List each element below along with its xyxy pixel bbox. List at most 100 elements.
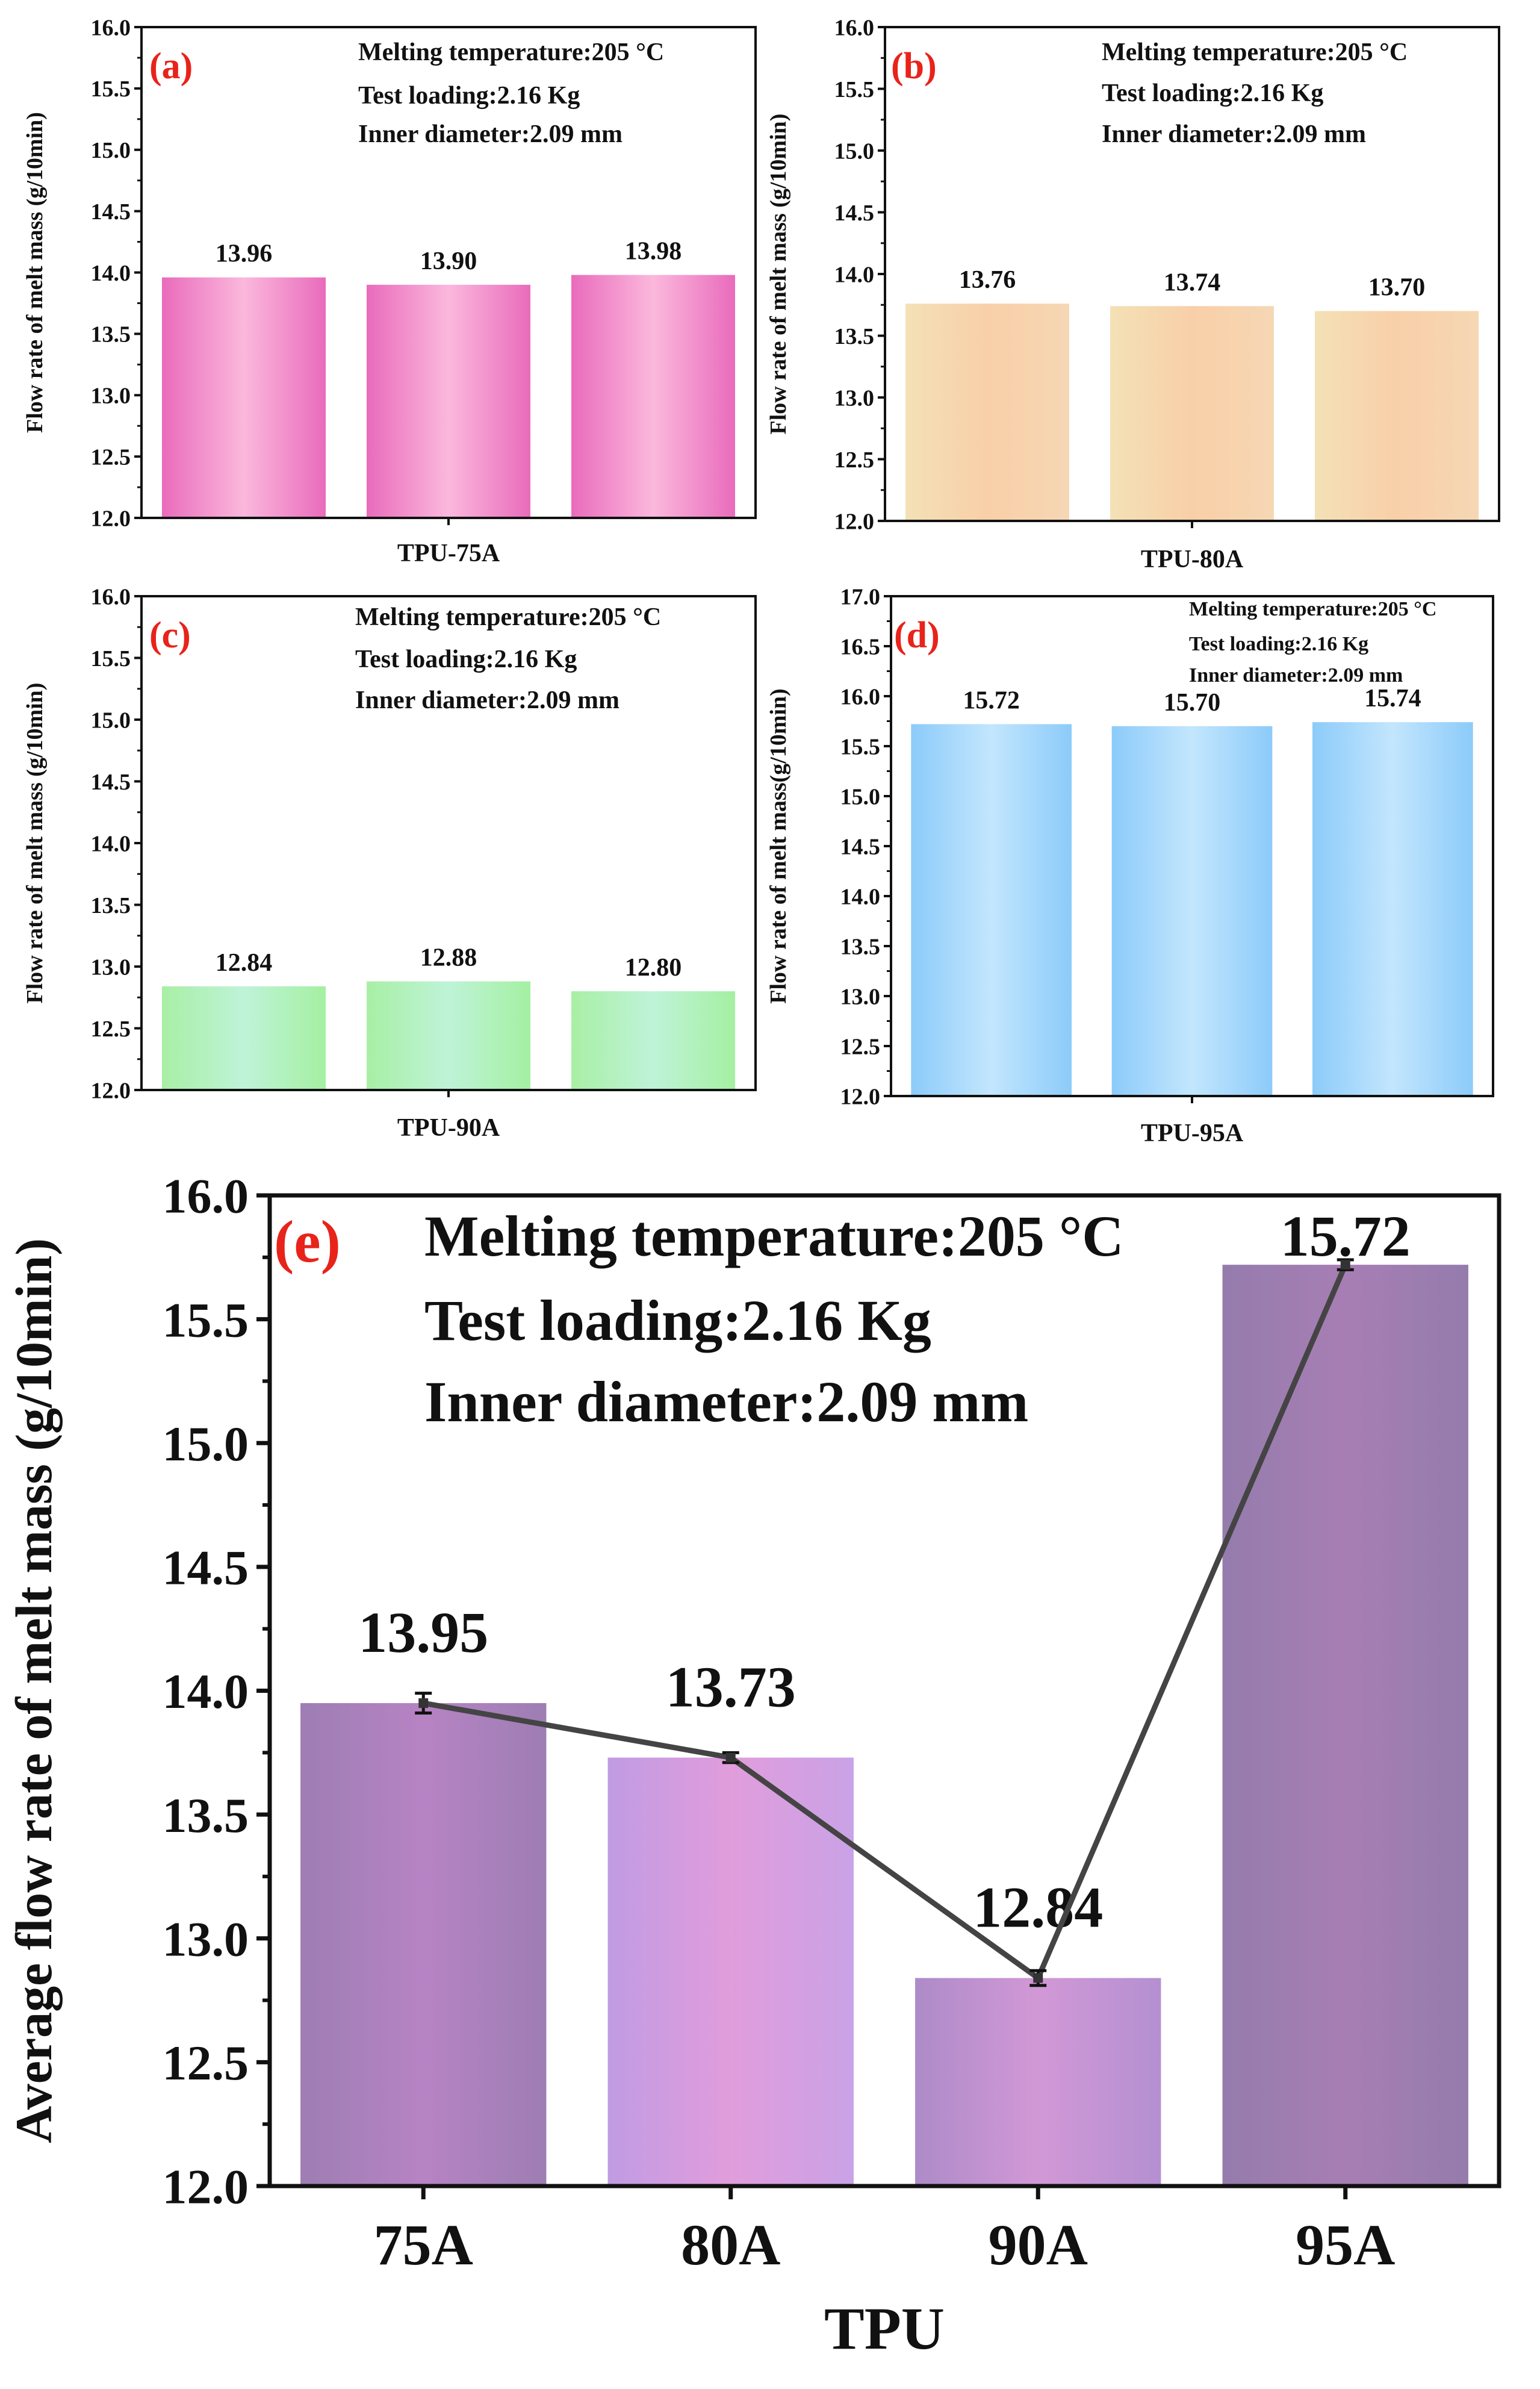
panel-letter: (e) (274, 1208, 341, 1275)
y-tick-label: 12.0 (834, 509, 875, 534)
annotation-text: Melting temperature:205 °C (358, 39, 664, 66)
annotation-text: Inner diameter:2.09 mm (1189, 664, 1403, 687)
x-axis-label: TPU-90A (397, 1114, 500, 1142)
y-tick-label: 12.5 (91, 1017, 131, 1042)
series-line (423, 1263, 1348, 1983)
chart-panel-b: 13.76 13.74 13.70 12.0 12.5 13.0 13.5 14.0 14.5 1… (766, 15, 1500, 573)
bar-2 (1110, 306, 1274, 521)
bar-1 (162, 986, 326, 1090)
y-tick-label: 16.0 (163, 1169, 249, 1224)
panel-letter: (b) (891, 46, 937, 87)
y-tick-label: 14.5 (834, 201, 875, 226)
annotation-text: Inner diameter:2.09 mm (355, 687, 619, 714)
data-label: 15.72 (1281, 1204, 1411, 1268)
bar-2 (367, 981, 530, 1090)
x-tick-label: 80A (681, 2213, 780, 2277)
y-tick-label: 13.0 (91, 384, 131, 409)
y-tick-label: 13.0 (834, 385, 875, 411)
y-tick-label: 13.5 (834, 324, 875, 349)
annotation-text: Test loading:2.16 Kg (358, 82, 580, 110)
panel-letter: (d) (894, 615, 940, 656)
y-tick-label: 12.0 (840, 1084, 881, 1109)
y-tick-label: 15.5 (91, 646, 131, 671)
y-tick-label: 14.0 (834, 262, 875, 287)
y-tick-label: 13.0 (91, 955, 131, 980)
y-tick-label: 15.0 (840, 784, 881, 809)
y-tick-label: 16.5 (840, 634, 881, 659)
y-tick-label: 13.5 (840, 934, 881, 959)
bar-80A (607, 1757, 854, 2186)
y-tick-label: 14.5 (91, 770, 131, 795)
bar-2 (367, 284, 530, 518)
y-axis-label: Flow rate of melt mass (g/10min) (22, 683, 48, 1004)
data-label: 12.88 (420, 944, 477, 972)
x-tick-label: 75A (374, 2213, 473, 2277)
data-point (418, 1698, 429, 1708)
annotation-text: Melting temperature:205 °C (355, 603, 661, 631)
y-tick-label: 15.0 (163, 1416, 249, 1471)
y-tick-label: 15.5 (163, 1292, 249, 1347)
y-tick-label: 14.5 (163, 1540, 249, 1595)
y-tick-label: 15.0 (834, 139, 875, 164)
y-tick-label: 13.0 (163, 1911, 249, 1966)
y-tick-label: 15.0 (91, 138, 131, 163)
chart-panel-d: 15.72 15.70 15.74 12.0 12.5 13.0 13.5 14.0 14.5 1… (766, 584, 1494, 1147)
data-point (1340, 1260, 1350, 1270)
bar-3 (1312, 722, 1473, 1096)
data-label: 12.84 (216, 949, 273, 977)
annotation-text: Melting temperature:205 °C (1102, 39, 1408, 66)
data-point (1033, 1973, 1043, 1983)
chart-panel-e: 13.95 13.73 12.84 15.72 12.0 12.5 13.0 13.5 14.0… (5, 1169, 1501, 2362)
bar-1 (905, 304, 1069, 521)
y-tick-label: 16.0 (834, 15, 875, 40)
bar-1 (911, 724, 1072, 1096)
x-axis-label: TPU (824, 2295, 945, 2362)
y-tick-label: 14.0 (163, 1664, 249, 1719)
y-tick-label: 15.0 (91, 708, 131, 733)
y-tick-label: 17.0 (840, 584, 881, 609)
chart-panel-a: 13.96 13.90 13.98 12.0 12.5 13.0 13.5 14.0 14.5 1… (22, 15, 757, 567)
y-tick-label: 15.5 (840, 734, 881, 759)
bar-3 (571, 275, 735, 518)
y-tick-label: 14.0 (840, 884, 881, 909)
data-point (725, 1752, 736, 1763)
data-label: 12.80 (625, 954, 682, 982)
bar-95A (1222, 1265, 1468, 2186)
y-axis-label: Flow rate of melt mass (g/10min) (766, 114, 791, 435)
y-tick-label: 13.5 (91, 322, 131, 347)
x-axis-label: TPU-75A (397, 540, 500, 567)
y-tick-label: 12.5 (834, 447, 875, 473)
bar-1 (162, 277, 326, 518)
y-tick-label: 14.0 (91, 831, 131, 856)
data-label: 13.70 (1368, 274, 1426, 302)
y-tick-label: 12.5 (91, 444, 131, 470)
data-label: 15.74 (1364, 685, 1421, 712)
data-label: 13.74 (1164, 269, 1221, 296)
y-tick-label: 15.5 (834, 77, 875, 102)
y-axis-label: Flow rate of melt mass (g/10min) (22, 112, 48, 433)
x-tick-label: 90A (989, 2213, 1088, 2277)
data-label: 13.76 (959, 266, 1016, 294)
y-tick-label: 16.0 (840, 684, 881, 709)
y-tick-label: 14.5 (91, 199, 131, 225)
annotation-text: Inner diameter:2.09 mm (358, 120, 623, 148)
annotation-text: Inner diameter:2.09 mm (1102, 120, 1366, 148)
x-axis-label: TPU-95A (1141, 1120, 1244, 1147)
data-label: 13.96 (216, 240, 273, 268)
y-tick-label: 15.5 (91, 76, 131, 102)
data-label: 15.70 (1164, 689, 1221, 717)
y-tick-label: 13.5 (91, 893, 131, 918)
y-tick-label: 16.0 (91, 15, 131, 40)
annotation-text: Inner diameter:2.09 mm (424, 1369, 1028, 1434)
y-tick-label: 12.0 (91, 506, 131, 531)
data-label: 13.95 (358, 1600, 488, 1665)
y-tick-label: 12.5 (163, 2035, 249, 2090)
bar-3 (571, 991, 735, 1090)
bar-75A (300, 1703, 547, 2186)
data-label: 13.98 (625, 238, 682, 266)
y-tick-label: 14.0 (91, 261, 131, 286)
y-tick-label: 12.0 (163, 2160, 249, 2214)
y-axis-label: Flow rate of melt mass(g/10min) (766, 688, 791, 1003)
y-tick-label: 12.0 (91, 1078, 131, 1103)
data-label: 13.90 (420, 248, 477, 275)
